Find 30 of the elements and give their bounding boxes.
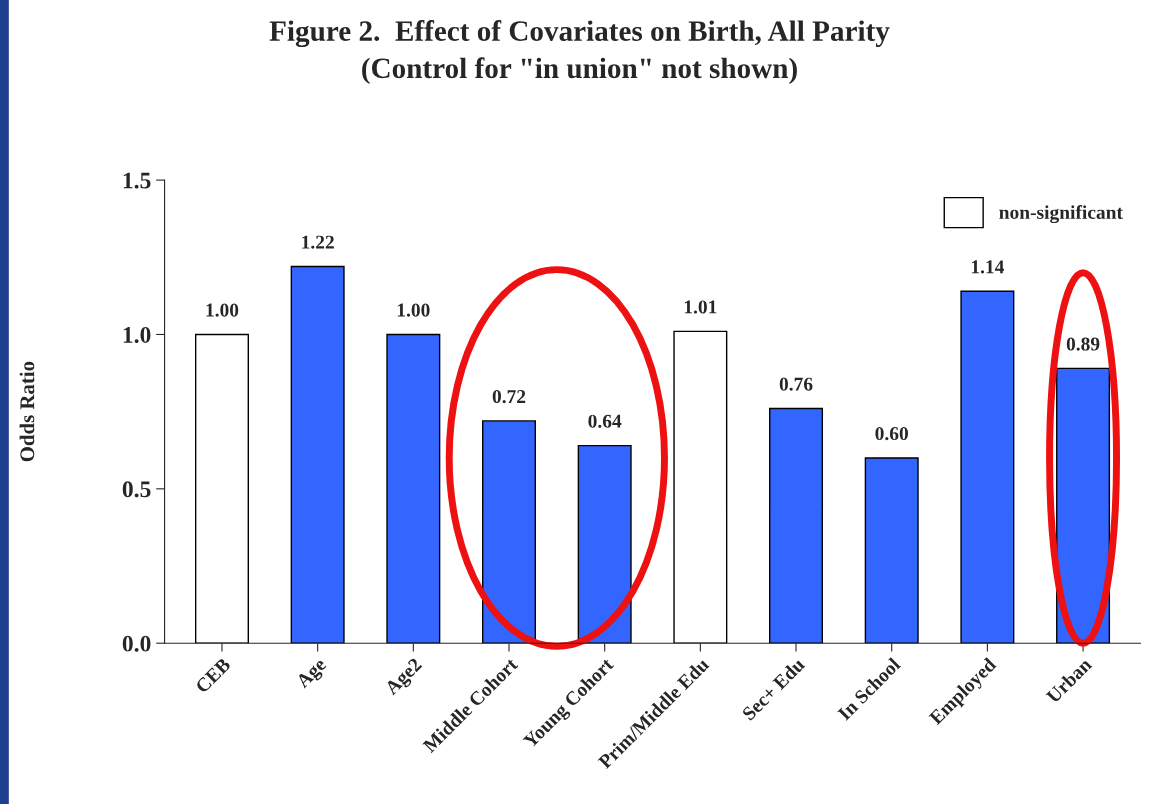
y-tick-label: 1.0 bbox=[123, 326, 151, 343]
bar bbox=[482, 420, 537, 644]
bar bbox=[864, 457, 919, 644]
x-tick-label: CEB bbox=[194, 657, 232, 694]
y-tick-label: 0.0 bbox=[122, 635, 151, 652]
data-label: 1.01 bbox=[684, 300, 717, 314]
data-label: 1.00 bbox=[206, 303, 239, 317]
data-label: 0.64 bbox=[588, 414, 622, 428]
data-label: 0.60 bbox=[875, 427, 908, 441]
bar bbox=[194, 333, 249, 644]
data-label: 1.14 bbox=[971, 260, 1005, 274]
y-tick-label: 0.5 bbox=[122, 481, 151, 498]
y-axis-title: Odds Ratio bbox=[19, 361, 35, 462]
y-tick-label: 1.5 bbox=[123, 172, 151, 189]
bar bbox=[673, 330, 728, 644]
data-label: 0.72 bbox=[492, 389, 526, 404]
data-label: 0.89 bbox=[1066, 337, 1100, 351]
data-label: 1.22 bbox=[302, 235, 334, 249]
bar bbox=[769, 407, 824, 644]
chart-title: Figure 2. Effect of Covariates on Birth, All Parity (Control for "in union" not shown) bbox=[269, 20, 890, 85]
data-label: 0.76 bbox=[779, 377, 813, 391]
bar bbox=[290, 265, 345, 644]
data-label: 1.00 bbox=[397, 303, 430, 317]
bar bbox=[577, 444, 632, 644]
legend-label: non-significant bbox=[999, 205, 1123, 224]
bar bbox=[1056, 367, 1111, 644]
x-tick-label: Sec+ Edu bbox=[741, 656, 806, 721]
bar bbox=[960, 290, 1015, 644]
x-tick-label: Age bbox=[295, 657, 330, 692]
bar bbox=[386, 333, 441, 644]
